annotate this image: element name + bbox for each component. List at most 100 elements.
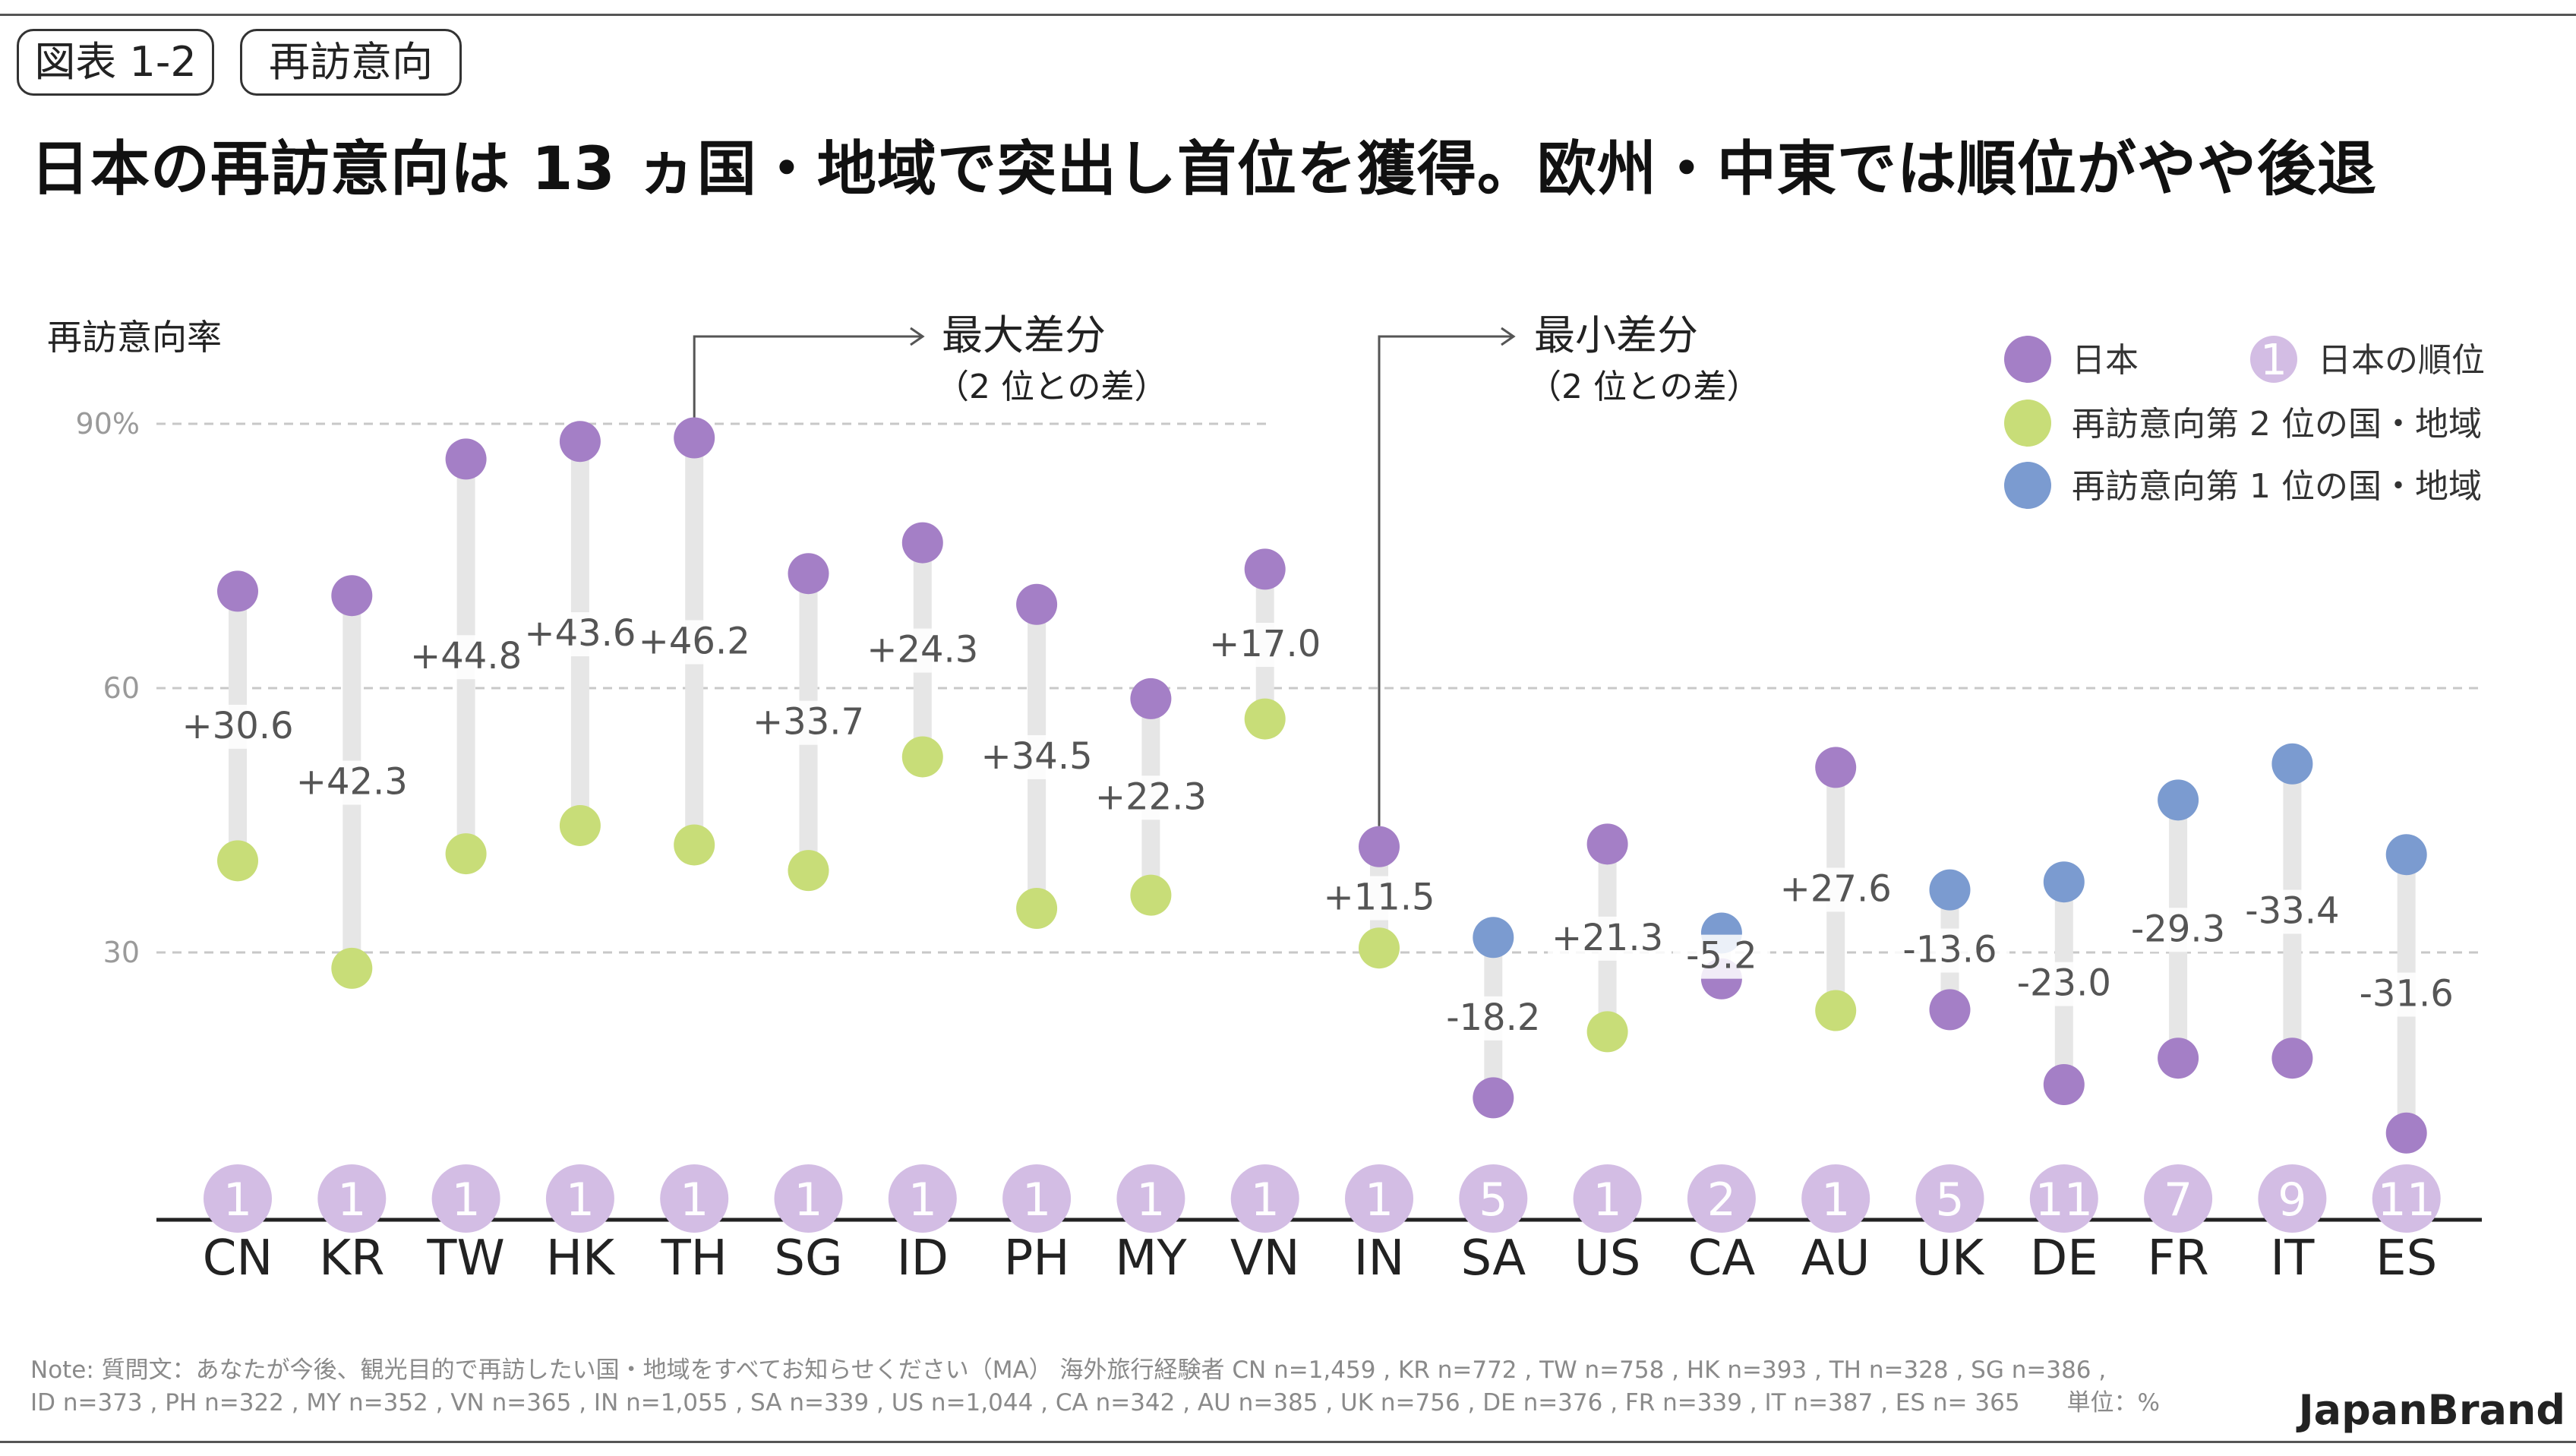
difference-label-bg-hk [520,612,640,657]
difference-label-vn: +17.0 [1209,623,1321,665]
min-diff-pointer [1378,335,1514,826]
comparison-point-us [1586,1011,1628,1053]
category-label-vn: VN [1230,1230,1300,1287]
legend-first-marker [2004,462,2051,509]
rank-badge-cn [204,1164,272,1233]
difference-label-bg-ph [977,734,1097,779]
y-tick-label-90: 90% [76,407,140,441]
japan-point-sg [788,553,829,595]
rank-badges: 1 1 1 1 1 1 1 1 1 1 1 5 1 2 1 5 11 7 9 11 [204,1164,2441,1233]
figure-tag: 図表 1-2 [17,29,214,96]
rank-badge-de [2029,1164,2098,1233]
category-label-de: DE [2030,1230,2098,1287]
rank-value-fr: 7 [2164,1173,2192,1227]
japan-point-de [2043,1064,2085,1105]
rank-value-kr: 1 [337,1173,366,1227]
min-diff-title: 最小差分 [1534,311,1698,359]
legend-rank-symbol: 1 [2260,336,2287,385]
rank-badge-ca [1687,1164,1756,1233]
japan-point-kr [331,575,373,617]
difference-label-in: +11.5 [1323,876,1435,919]
category-label-hk: HK [546,1230,616,1287]
rank-badge-id [888,1164,957,1233]
rank-badge-in [1345,1164,1413,1233]
difference-label-bg-tw [406,635,526,680]
page-title: 日本の再訪意向は 13 ヵ国・地域で突出し首位を獲得。欧州・中東では順位がやや後… [30,135,2377,204]
rank-badge-my [1116,1164,1185,1233]
difference-label-sa: -18.2 [1446,996,1540,1039]
rank-badge-sg [774,1164,843,1233]
category-label-kr: KR [319,1230,384,1287]
difference-label-my: +22.3 [1095,775,1207,818]
rank-value-tw: 1 [452,1173,481,1227]
category-label-id: ID [897,1230,949,1287]
difference-label-ph: +34.5 [981,735,1093,778]
min-diff-subtitle: （2 位との差） [1528,368,1760,406]
rank-value-sg: 1 [794,1173,822,1227]
difference-label-es: -31.6 [2360,973,2454,1015]
comparison-point-fr [2158,779,2199,821]
category-labels: CN KR TW HK TH SG ID PH MY VN IN SA US CA AU UK DE FR IT ES [203,1230,2438,1287]
comparison-point-de [2043,861,2085,903]
difference-labels: +30.6+42.3 +44.8+43.6 +46.2+33.7+24.3 +34.5… [178,612,2467,1041]
footnote-line-2: ID n=373 , PH n=322 , MY n=352 , VN n=36… [30,1389,2161,1417]
comparison-point-sa [1473,917,1514,959]
category-label-ca: CA [1688,1230,1756,1287]
japan-point-au [1815,747,1857,788]
comparison-point-id [901,736,943,778]
legend-first-label: 再訪意向第 1 位の国・地域 [2072,467,2482,506]
difference-label-us: +21.3 [1552,917,1663,959]
difference-label-bg-es [2347,972,2467,1017]
difference-label-au: +27.6 [1780,867,1892,910]
japan-point-tw [445,438,487,480]
difference-label-bg-sg [749,700,868,745]
bottom-rule [0,1441,2576,1443]
difference-label-fr: -29.3 [2131,908,2225,950]
rank-value-vn: 1 [1251,1173,1280,1227]
legend-second-label: 再訪意向第 2 位の国・地域 [2072,405,2482,444]
difference-label-hk: +43.6 [524,612,636,655]
rank-value-de: 11 [2035,1173,2093,1227]
category-label-uk: UK [1916,1230,1985,1287]
difference-label-bg-in [1319,876,1439,921]
difference-label-bg-cn [178,704,298,749]
comparison-point-hk [559,804,601,846]
japan-point-sa [1473,1077,1514,1119]
difference-label-uk: -13.6 [1902,929,1997,971]
legend-rank-label: 日本の順位 [2318,341,2485,380]
difference-label-bg-it [2232,889,2352,934]
comparison-point-cn [217,840,258,882]
top-rule [0,14,2576,16]
category-label-us: US [1574,1230,1640,1287]
category-label-sg: SG [774,1230,842,1287]
difference-label-bg-us [1548,916,1668,961]
rank-value-ca: 2 [1707,1173,1736,1227]
japan-point-my [1130,677,1172,719]
difference-label-bg-sa [1433,996,1553,1041]
difference-label-cn: +30.6 [182,705,293,747]
category-label-au: AU [1801,1230,1870,1287]
rank-value-in: 1 [1365,1173,1394,1227]
category-label-my: MY [1115,1230,1187,1287]
rank-value-it: 9 [2278,1173,2306,1227]
category-label-cn: CN [203,1230,273,1287]
difference-label-it: -33.4 [2245,889,2339,932]
rank-value-id: 1 [908,1173,937,1227]
comparison-point-th [674,824,715,866]
comparison-point-sg [788,850,829,892]
difference-label-bg-fr [2118,908,2238,952]
rank-badge-sa [1459,1164,1528,1233]
topic-tag: 再訪意向 [240,29,462,96]
category-label-th: TH [661,1230,728,1287]
rank-value-cn: 1 [223,1173,252,1227]
difference-label-sg: +33.7 [753,701,864,744]
difference-label-bg-vn [1205,623,1325,667]
japan-point-es [2385,1112,2427,1154]
legend: 日本 1 日本の順位 再訪意向第 2 位の国・地域 再訪意向第 1 位の国・地域 [2004,336,2485,509]
rank-badge-uk [1915,1164,1984,1233]
rank-value-au: 1 [1821,1173,1850,1227]
rank-badge-kr [317,1164,387,1233]
rank-badge-vn [1230,1164,1299,1233]
category-label-in: IN [1354,1230,1405,1287]
